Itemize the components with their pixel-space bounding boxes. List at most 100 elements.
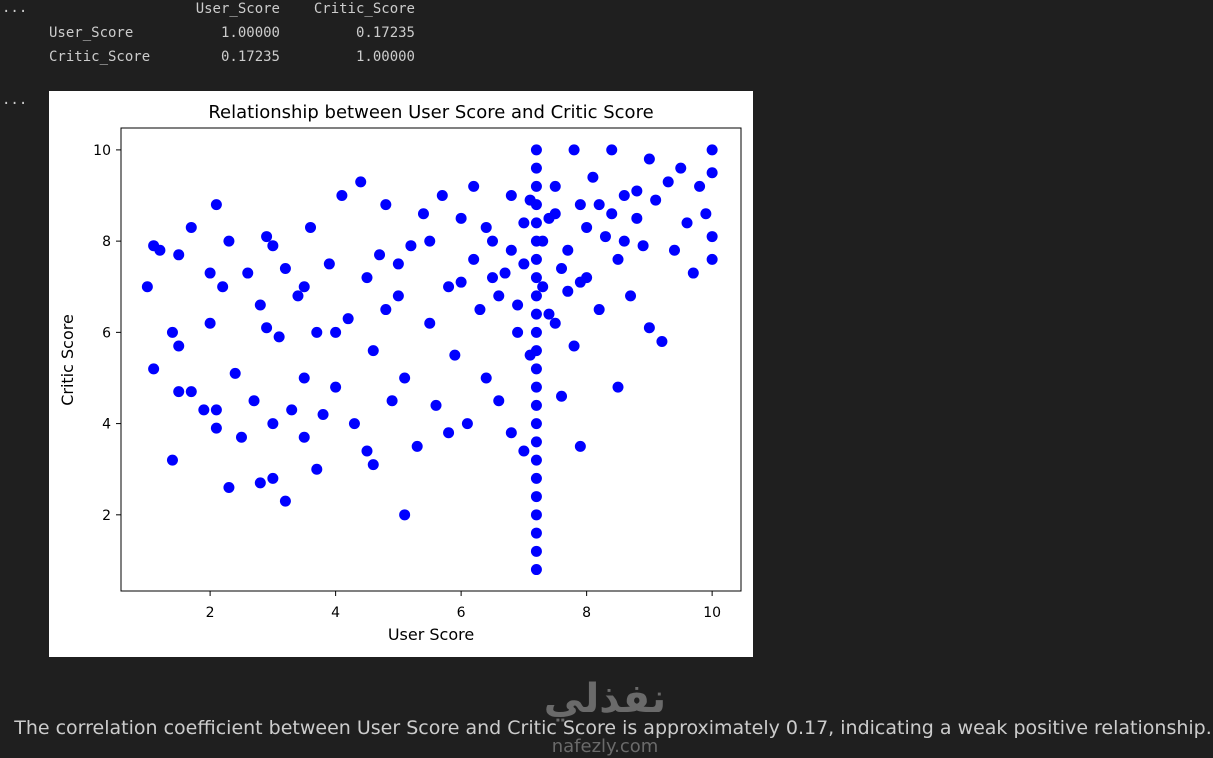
point bbox=[562, 244, 574, 256]
point bbox=[204, 267, 216, 279]
point bbox=[311, 326, 323, 338]
point bbox=[261, 231, 273, 243]
point bbox=[399, 509, 411, 521]
point bbox=[330, 381, 342, 393]
point bbox=[530, 491, 542, 503]
point bbox=[267, 240, 279, 252]
point bbox=[336, 190, 348, 202]
point bbox=[141, 281, 153, 293]
point bbox=[505, 244, 517, 256]
point bbox=[166, 326, 178, 338]
point bbox=[223, 235, 235, 247]
point bbox=[700, 208, 712, 220]
point bbox=[248, 395, 260, 407]
x-axis-label: User Score bbox=[388, 625, 474, 644]
point bbox=[599, 231, 611, 243]
column-header: User_Score bbox=[196, 1, 280, 17]
point bbox=[185, 221, 197, 233]
point bbox=[254, 477, 266, 489]
point bbox=[361, 445, 373, 457]
row-label: User_Score bbox=[49, 25, 133, 41]
point bbox=[706, 167, 718, 179]
point bbox=[254, 299, 266, 311]
x-tick-label: 10 bbox=[703, 605, 721, 621]
point bbox=[436, 190, 448, 202]
point bbox=[543, 308, 555, 320]
point bbox=[311, 463, 323, 475]
point bbox=[574, 199, 586, 211]
plot-area bbox=[141, 144, 718, 576]
point bbox=[493, 290, 505, 302]
point bbox=[342, 313, 354, 325]
watermark: نفذلي bbox=[544, 676, 666, 722]
point bbox=[279, 262, 291, 274]
point bbox=[568, 144, 580, 156]
point bbox=[392, 258, 404, 270]
point bbox=[261, 322, 273, 334]
cell: 1.00000 bbox=[356, 49, 415, 65]
point bbox=[154, 244, 166, 256]
point bbox=[242, 267, 254, 279]
point bbox=[512, 299, 524, 311]
point bbox=[694, 180, 706, 192]
point bbox=[474, 304, 486, 316]
x-tick-label: 4 bbox=[331, 605, 340, 621]
point bbox=[524, 194, 536, 206]
point bbox=[480, 221, 492, 233]
point bbox=[505, 190, 517, 202]
column-header: Critic_Score bbox=[314, 1, 415, 17]
point bbox=[530, 509, 542, 521]
point bbox=[593, 199, 605, 211]
point bbox=[380, 199, 392, 211]
point bbox=[530, 436, 542, 448]
point bbox=[530, 253, 542, 265]
point bbox=[405, 240, 417, 252]
point bbox=[367, 345, 379, 357]
cell: 1.00000 bbox=[221, 25, 280, 41]
point bbox=[235, 431, 247, 443]
point bbox=[424, 317, 436, 329]
x-tick-label: 6 bbox=[457, 605, 466, 621]
cell: 0.17235 bbox=[221, 49, 280, 65]
point bbox=[461, 418, 473, 430]
point bbox=[273, 331, 285, 343]
point bbox=[468, 253, 480, 265]
point bbox=[330, 326, 342, 338]
point bbox=[530, 564, 542, 576]
summary-text: The correlation coefficient between User… bbox=[13, 717, 1212, 739]
y-tick-label: 2 bbox=[102, 508, 111, 524]
point bbox=[455, 276, 467, 288]
point bbox=[386, 395, 398, 407]
point bbox=[530, 363, 542, 375]
point bbox=[530, 162, 542, 174]
point bbox=[549, 180, 561, 192]
point bbox=[530, 180, 542, 192]
point bbox=[486, 235, 498, 247]
point bbox=[229, 367, 241, 379]
point bbox=[286, 404, 298, 416]
point bbox=[631, 185, 643, 197]
point bbox=[668, 244, 680, 256]
point bbox=[210, 422, 222, 434]
output-marker: ... bbox=[2, 0, 27, 16]
point bbox=[675, 162, 687, 174]
point bbox=[361, 272, 373, 284]
point bbox=[198, 404, 210, 416]
point bbox=[367, 459, 379, 471]
chart-title: Relationship between User Score and Crit… bbox=[208, 102, 653, 123]
point bbox=[530, 345, 542, 357]
point bbox=[618, 235, 630, 247]
x-tick-label: 2 bbox=[206, 605, 215, 621]
point bbox=[530, 326, 542, 338]
point bbox=[530, 290, 542, 302]
point bbox=[549, 208, 561, 220]
point bbox=[348, 418, 360, 430]
point bbox=[512, 326, 524, 338]
x-tick-label: 8 bbox=[582, 605, 591, 621]
point bbox=[530, 454, 542, 466]
point bbox=[443, 427, 455, 439]
point bbox=[706, 253, 718, 265]
y-tick-label: 8 bbox=[102, 234, 111, 250]
